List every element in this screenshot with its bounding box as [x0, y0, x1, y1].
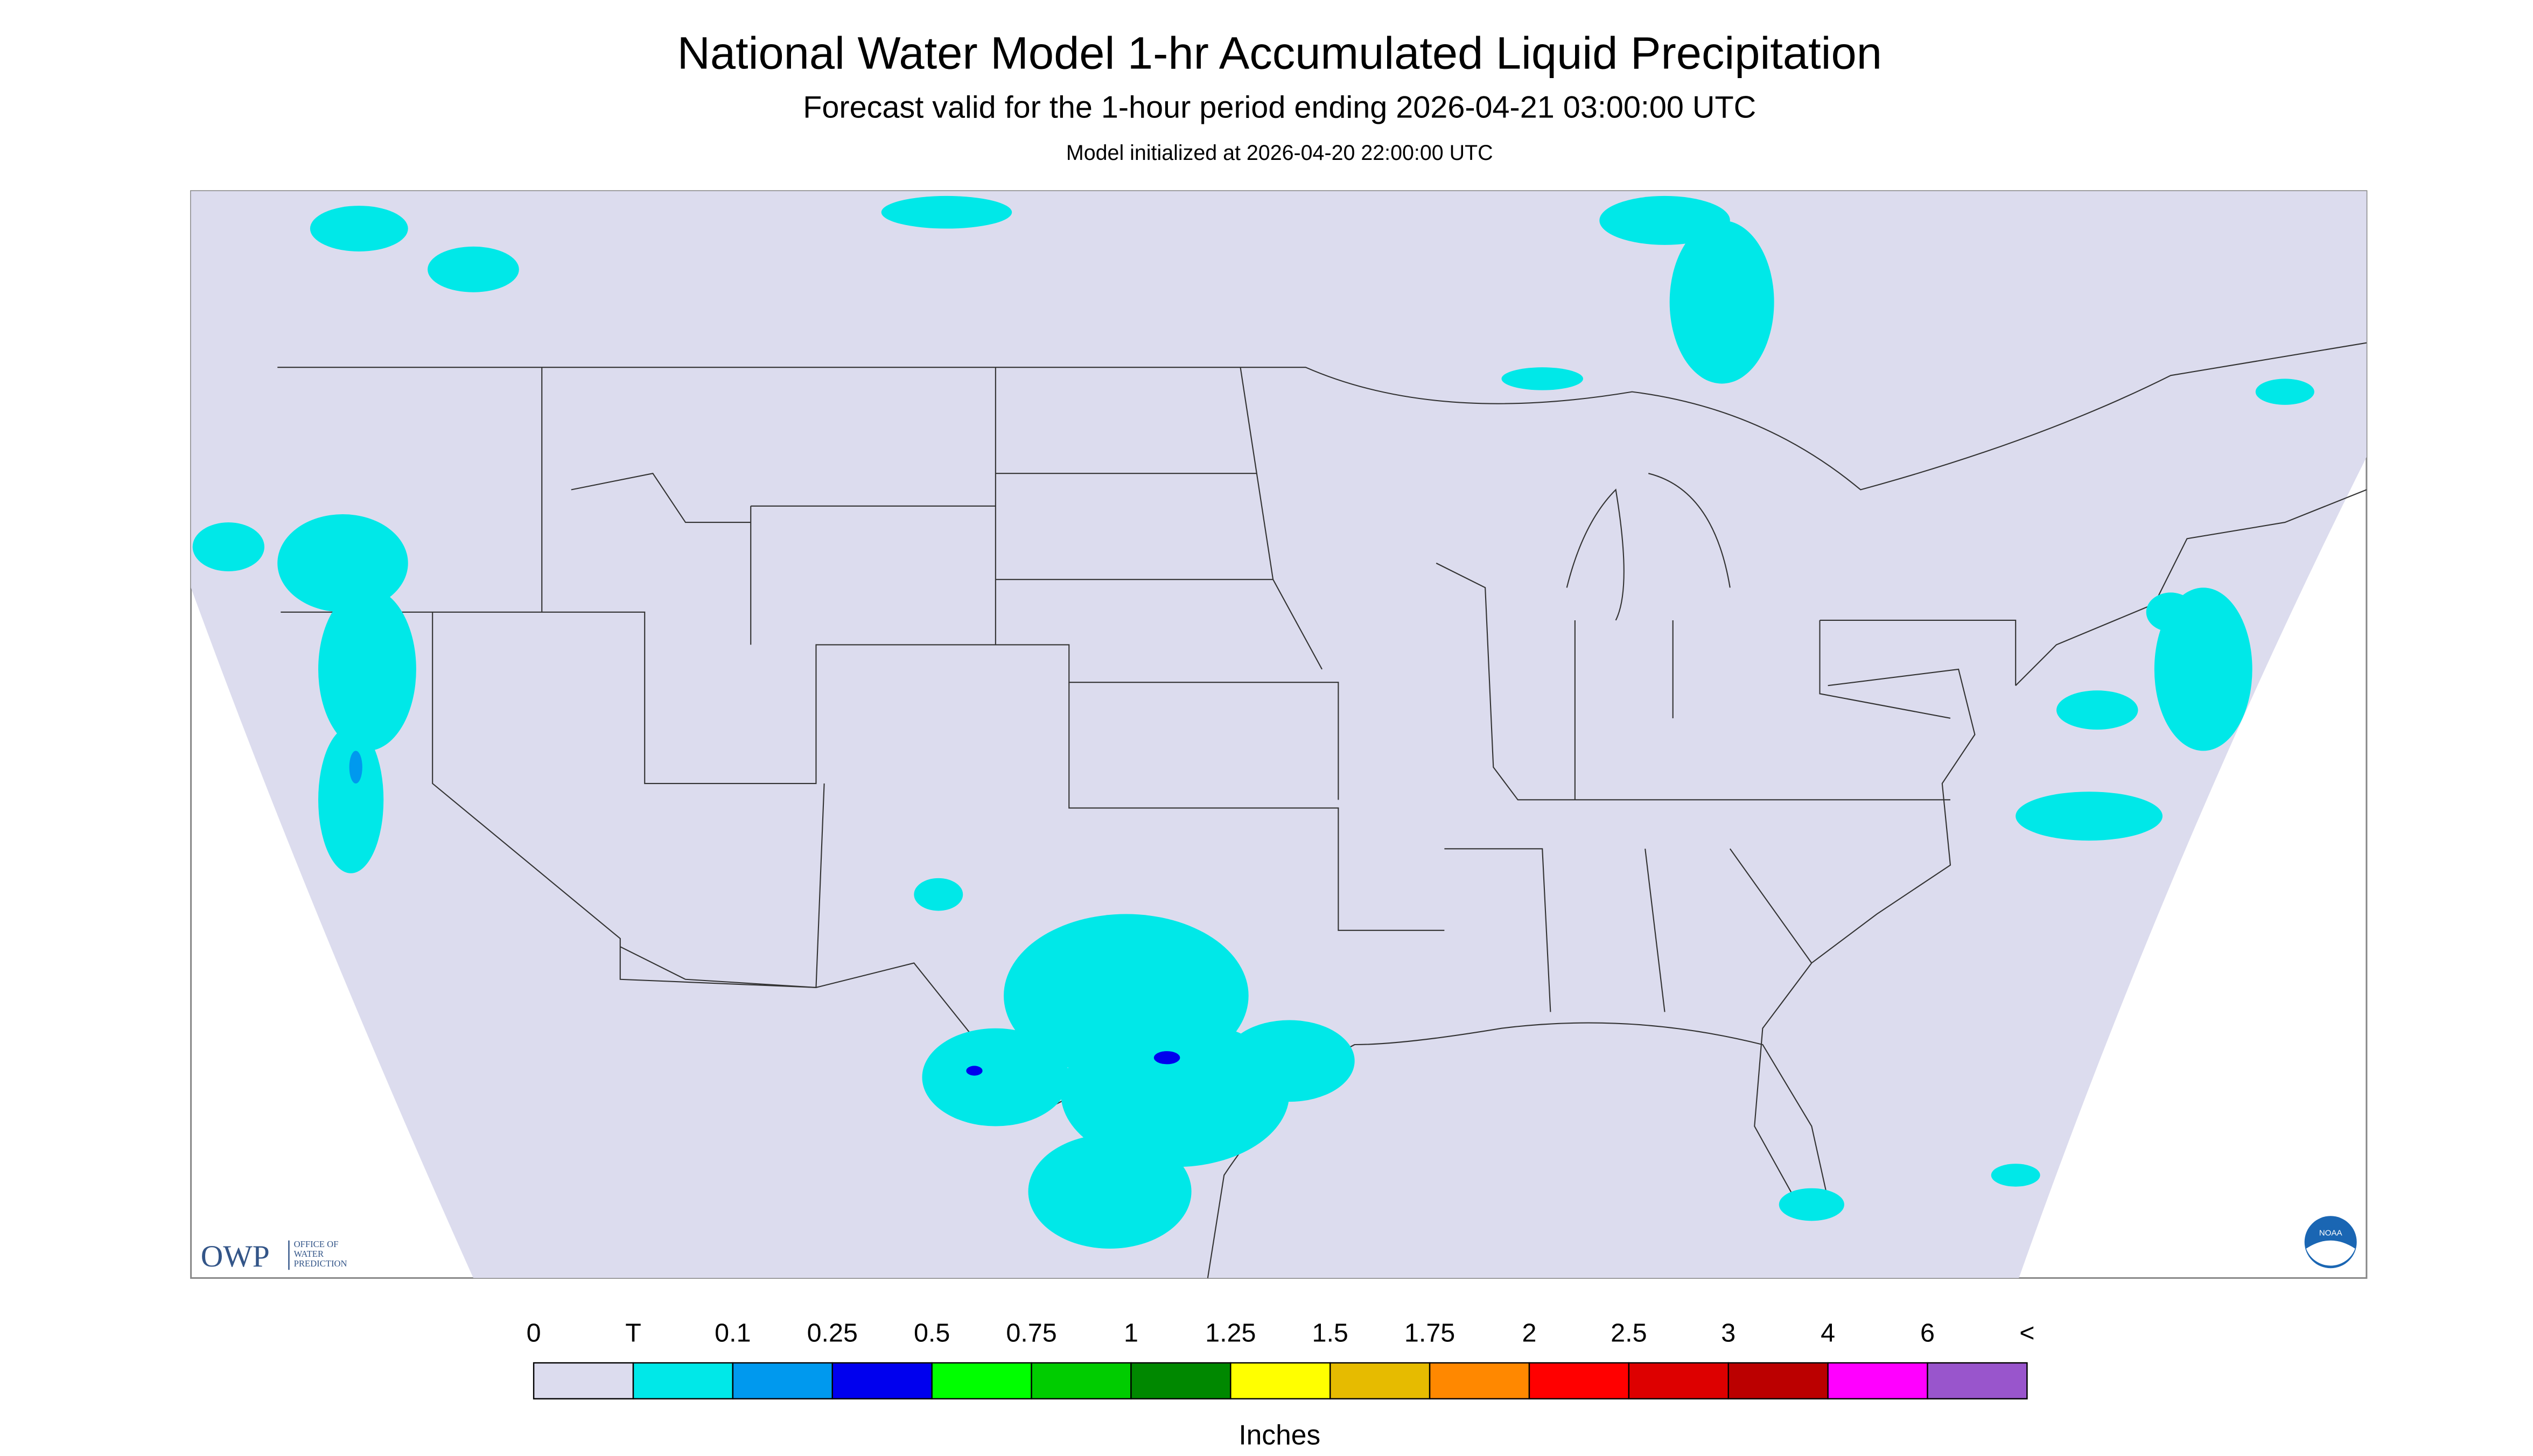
legend-swatch	[1528, 1362, 1630, 1399]
legend-label: 0.5	[914, 1319, 950, 1348]
legend-label: 6	[1920, 1319, 1935, 1348]
legend-swatch	[1329, 1362, 1431, 1399]
legend-label: 2.5	[1611, 1319, 1647, 1348]
legend-label: <	[2019, 1319, 2034, 1348]
legend-label: 1.75	[1404, 1319, 1455, 1348]
legend-swatch	[1927, 1362, 2028, 1399]
legend-label: 1	[1124, 1319, 1138, 1348]
legend-label: 0.25	[807, 1319, 858, 1348]
legend-swatch	[1230, 1362, 1331, 1399]
init-note: Model initialized at 2026-04-20 22:00:00…	[1066, 141, 1493, 165]
noaa-logo-wave	[2306, 1240, 2355, 1266]
legend-swatch	[1429, 1362, 1530, 1399]
owp-text: PREDICTION	[294, 1258, 347, 1269]
model-domain	[191, 191, 2367, 1278]
legend-swatch	[1827, 1362, 1928, 1399]
legend-label: T	[625, 1319, 641, 1348]
title: National Water Model 1-hr Accumulated Li…	[677, 27, 1882, 79]
legend-swatch	[1031, 1362, 1132, 1399]
precipitation	[192, 195, 2314, 1249]
owp-text: WATER	[294, 1249, 324, 1259]
legend-label: 3	[1721, 1319, 1736, 1348]
boundaries	[277, 342, 2367, 1278]
legend-unit: Inches	[1238, 1419, 1320, 1451]
map-area: OWP OFFICE OF WATER PREDICTION NOAA	[190, 190, 2368, 1279]
legend-label: 0	[527, 1319, 541, 1348]
owp-text: OFFICE OF	[294, 1239, 339, 1249]
legend-label: 1.25	[1205, 1319, 1256, 1348]
legend-label: 0.1	[715, 1319, 751, 1348]
legend-swatch	[732, 1362, 833, 1399]
legend-swatch	[632, 1362, 734, 1399]
owp-logo: OWP	[201, 1240, 270, 1273]
legend-swatch	[1727, 1362, 1829, 1399]
legend-label: 1.5	[1312, 1319, 1348, 1348]
legend-label: 4	[1821, 1319, 1835, 1348]
legend-swatch	[931, 1362, 1032, 1399]
legend-swatch	[533, 1362, 634, 1399]
legend: 0 T 0.1 0.25 0.5 0.75 1 1.25 1.5 1.75 2 2.5 3 4 6 <	[527, 1319, 2035, 1399]
subtitle: Forecast valid for the 1-hour period end…	[803, 90, 1756, 124]
legend-swatch	[831, 1362, 933, 1399]
legend-swatch	[1130, 1362, 1231, 1399]
legend-label: 2	[1522, 1319, 1536, 1348]
noaa-text: NOAA	[2319, 1229, 2343, 1238]
legend-swatch	[1628, 1362, 1729, 1399]
legend-label: 0.75	[1006, 1319, 1056, 1348]
